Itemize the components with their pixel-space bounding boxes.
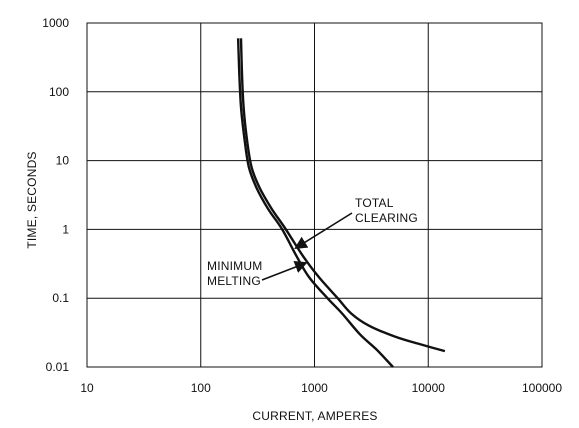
y-tick-label: 1000 bbox=[42, 16, 69, 30]
annotation-label-line: MINIMUM bbox=[207, 259, 262, 273]
y-tick-label: 10 bbox=[56, 154, 70, 168]
annotation-arrow bbox=[261, 260, 308, 281]
series-line-total-clearing bbox=[239, 38, 446, 353]
series-group bbox=[236, 38, 446, 368]
y-tick-label: 0.01 bbox=[46, 360, 70, 374]
annotation-label-line: MELTING bbox=[207, 274, 261, 288]
y-tick-label: 1 bbox=[62, 222, 69, 236]
y-axis-title: TIME, SECONDS bbox=[25, 151, 39, 248]
x-tick-label: 100 bbox=[191, 381, 211, 395]
x-axis-title: CURRENT, AMPERES bbox=[252, 409, 377, 423]
annotation-label-line: CLEARING bbox=[355, 211, 418, 225]
y-tick-label: 0.1 bbox=[52, 291, 69, 305]
x-tick-label: 1000 bbox=[301, 381, 328, 395]
x-tick-label: 100000 bbox=[522, 381, 562, 395]
series-line-minimum-melting bbox=[236, 38, 394, 368]
annotation-arrow bbox=[294, 212, 353, 249]
x-tick-label: 10 bbox=[80, 381, 94, 395]
x-tick-label: 10000 bbox=[412, 381, 446, 395]
grid-lines bbox=[87, 23, 542, 367]
annotation-label-line: TOTAL bbox=[355, 196, 394, 210]
y-tick-label: 100 bbox=[49, 85, 69, 99]
y-tick-labels: 1000 100 10 1 0.1 0.01 bbox=[42, 16, 69, 374]
x-tick-labels: 10 100 1000 10000 100000 bbox=[80, 381, 562, 395]
